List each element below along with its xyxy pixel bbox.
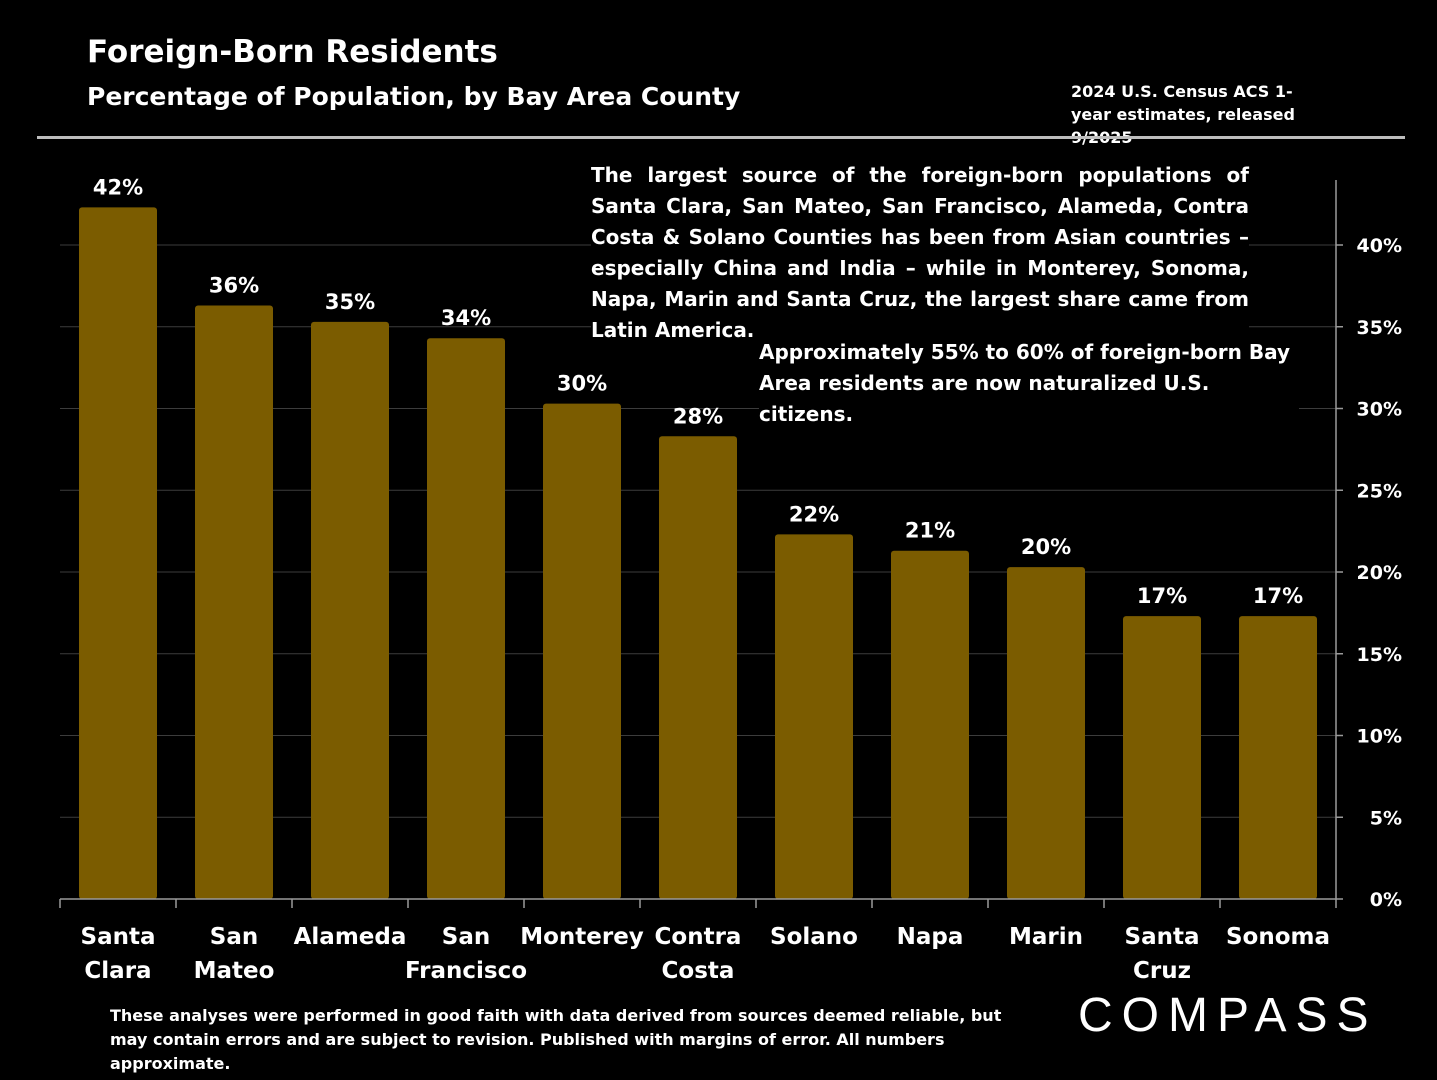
category-label: Santa [1125,924,1200,950]
category-label: Contra [655,924,742,950]
bar [659,436,737,899]
bar [79,207,157,899]
bar-value-label: 22% [789,502,839,526]
y-tick-label: 25% [1357,480,1402,502]
bar [891,550,969,899]
chart-subtitle: Percentage of Population, by Bay Area Co… [87,82,741,111]
category-label: Napa [897,924,964,950]
category-label: Cruz [1133,958,1191,984]
bar [543,403,621,899]
bar [1123,616,1201,899]
category-label: Sonoma [1226,924,1330,950]
labels: 0% 5% 10% 15% 20% 25% 30% 35% 40% 42% Santa Clara 36… [81,175,1402,984]
bar-value-label: 21% [905,519,955,543]
category-label: San [442,924,490,950]
bar-value-label: 17% [1253,584,1303,608]
y-tick-label: 10% [1357,726,1402,748]
category-label: Mateo [194,958,275,984]
category-label: Francisco [405,958,527,984]
category-label: Marin [1009,924,1083,950]
category-label: Alameda [294,924,407,950]
y-tick-label: 0% [1370,889,1402,911]
y-tick-label: 40% [1357,235,1402,257]
disclaimer: These analyses were performed in good fa… [110,1006,1002,1073]
bar-value-label: 34% [441,306,491,330]
category-label: Santa [81,924,156,950]
chart-title: Foreign-Born Residents [87,34,498,70]
bar [195,305,273,899]
y-tick-label: 20% [1357,562,1402,584]
axes [59,180,1343,908]
y-tick-label: 30% [1357,399,1402,421]
source-note: 2024 U.S. Census ACS 1-year estimates, r… [1071,82,1295,147]
bars [79,207,1317,900]
origin-annotation: The largest source of the foreign-born p… [591,160,1249,346]
citizenship-annotation: Approximately 55% to 60% of foreign-born… [759,337,1299,430]
bar-chart: 0% 5% 10% 15% 20% 25% 30% 35% 40% 42% Santa Clara 36… [59,175,1402,984]
bar [427,338,505,899]
y-tick-label: 35% [1357,317,1402,339]
bar [775,534,853,899]
bar-value-label: 28% [673,404,723,428]
bar-value-label: 36% [209,273,259,297]
bar [311,321,389,900]
bar [1007,567,1085,899]
category-label: San [210,924,258,950]
compass-logo: COMPASS [1078,989,1378,1042]
bar [1239,616,1317,899]
bar-value-label: 17% [1137,584,1187,608]
y-tick-label: 15% [1357,644,1402,666]
bar-value-label: 35% [325,290,375,314]
category-label: Clara [84,958,151,984]
category-label: Costa [662,958,735,984]
y-tick-label: 5% [1370,807,1402,829]
header-divider [37,136,1405,139]
bar-value-label: 42% [93,175,143,199]
category-label: Solano [770,924,858,950]
category-label: Monterey [520,924,644,950]
bar-value-label: 30% [557,372,607,396]
bar-value-label: 20% [1021,535,1071,559]
